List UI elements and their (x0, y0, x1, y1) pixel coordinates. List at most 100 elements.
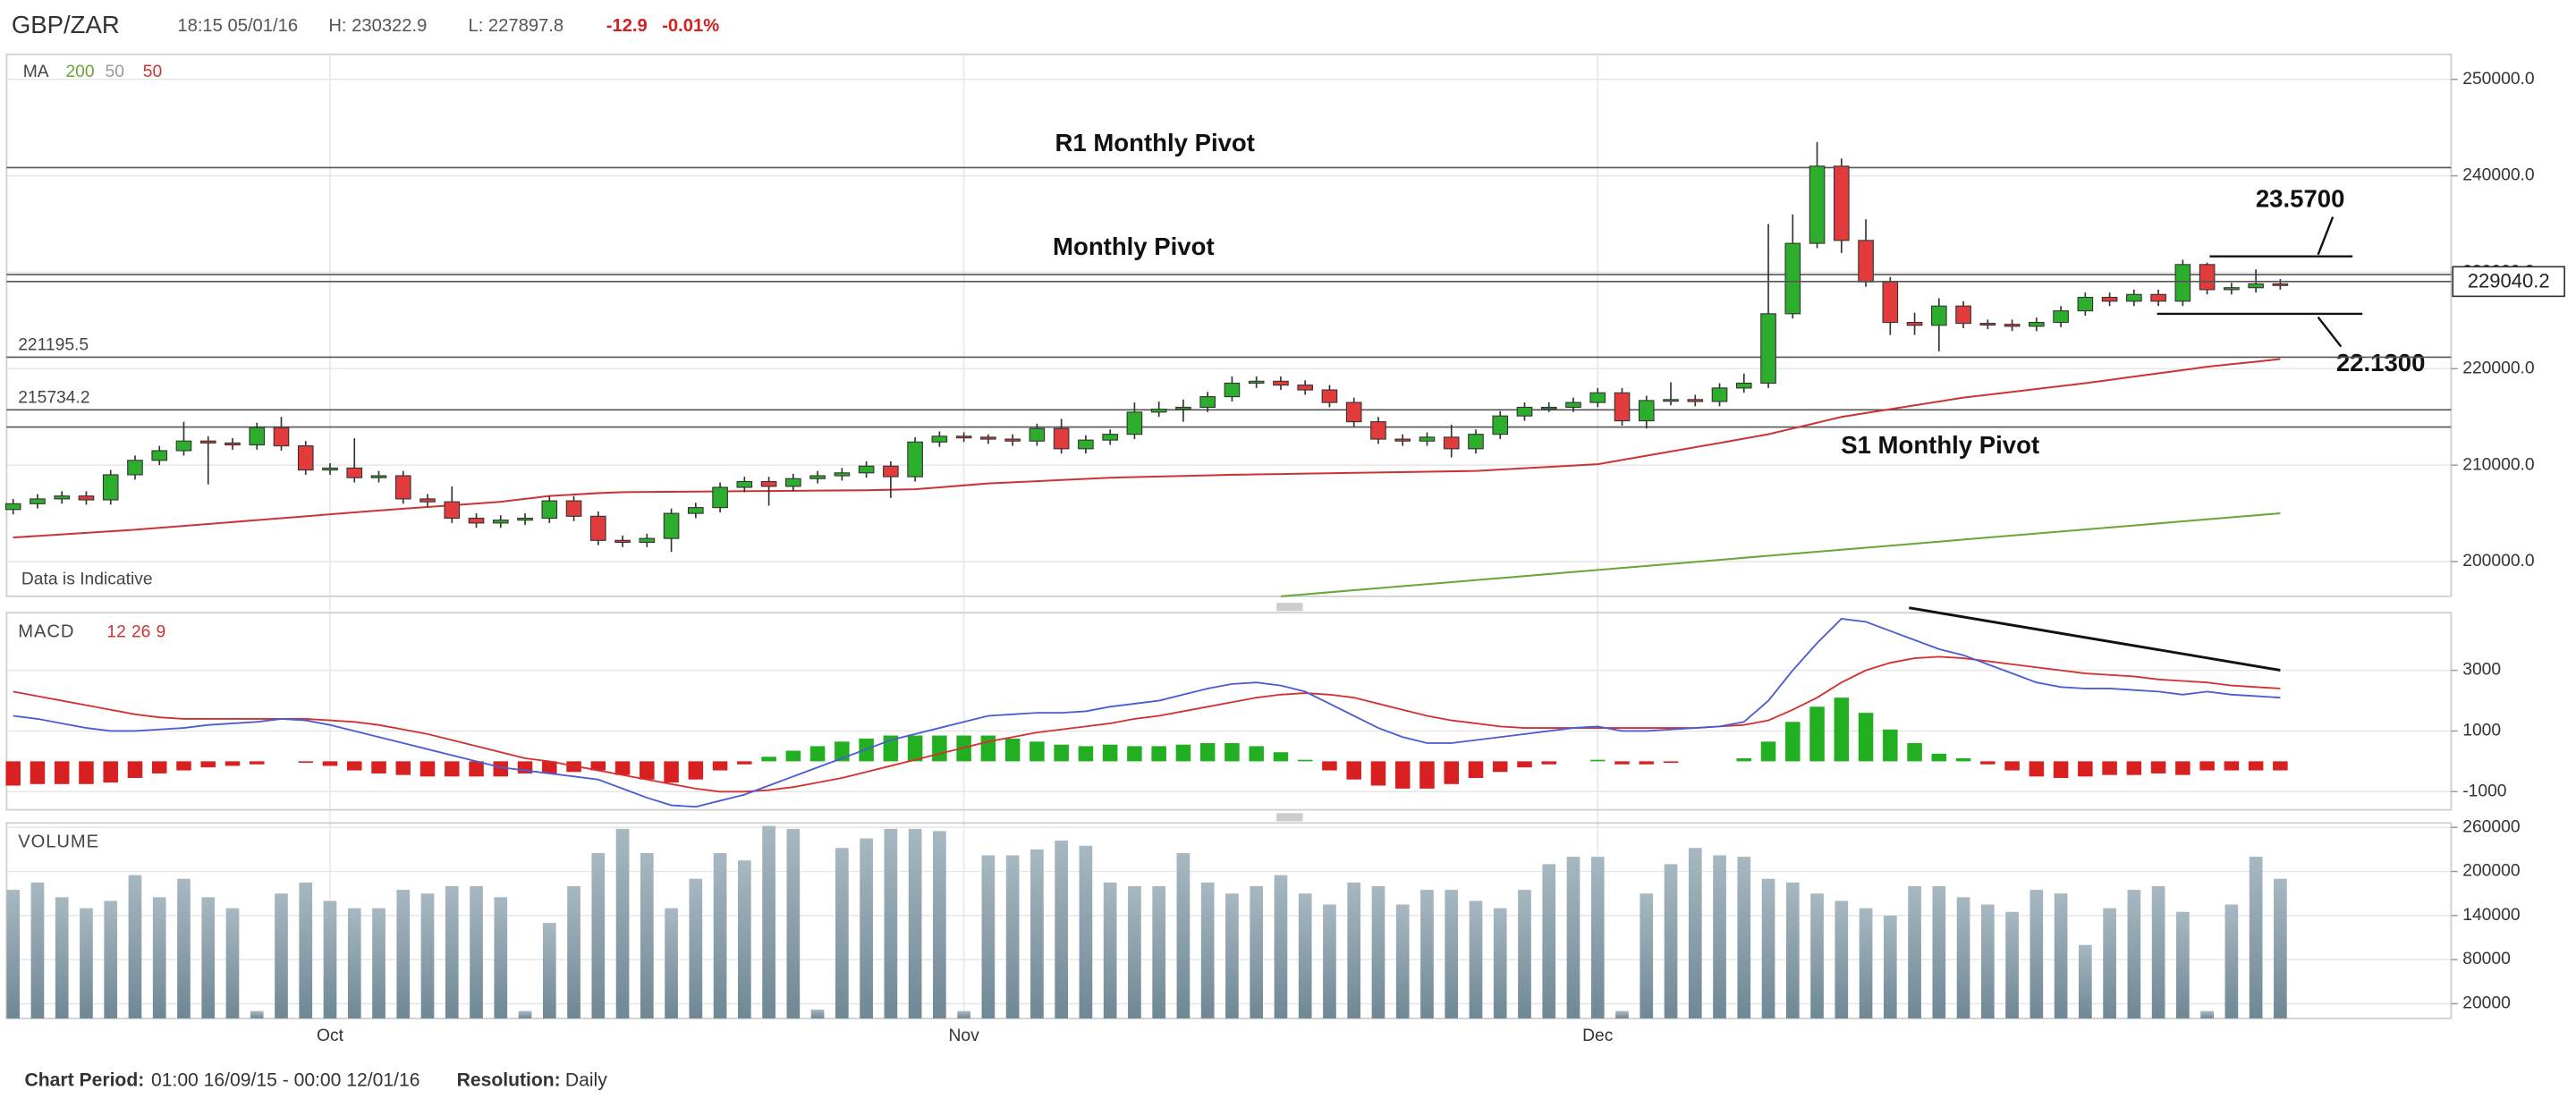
candle-body (785, 478, 801, 487)
x-tick-label: Dec (1582, 1027, 1614, 1045)
candle-body (1614, 392, 1631, 422)
candle-body (663, 512, 680, 539)
histogram-bar (1736, 757, 1752, 762)
volume-bar (80, 908, 93, 1019)
y-tick-label: 3000 (2462, 661, 2501, 680)
volume-bar (275, 893, 288, 1019)
change: -12.9 (606, 16, 648, 36)
volume-bar (2176, 911, 2190, 1019)
volume-bar (1298, 893, 1312, 1019)
resize-grip[interactable] (1276, 603, 1303, 612)
histogram-bar (2199, 761, 2215, 771)
legend-entry: 50 (106, 63, 124, 81)
histogram-bar (1249, 746, 1264, 762)
volume-bar (640, 853, 654, 1019)
histogram-bar (1394, 761, 1411, 789)
volume-bar (1956, 897, 1970, 1019)
time: 18:15 05/01/16 (177, 16, 298, 36)
histogram-bar (1102, 744, 1118, 762)
volume-bar (128, 875, 142, 1019)
histogram-bar (1224, 743, 1240, 762)
candle-body (419, 498, 436, 503)
histogram-bar (2102, 761, 2117, 775)
histogram-bar (30, 761, 46, 784)
candle-body (907, 441, 923, 478)
candle-body (102, 474, 119, 501)
volume-bar (1713, 855, 1726, 1019)
histogram-bar (225, 761, 241, 766)
volume-bar (1395, 904, 1410, 1019)
annotation: 23.5700 (2256, 184, 2345, 212)
histogram-bar (2248, 761, 2264, 771)
volume-bar (1274, 875, 1288, 1019)
candle-body (980, 436, 996, 440)
price-line-label: 215734.2 (18, 389, 89, 408)
candle-body (2174, 264, 2191, 302)
histogram-bar (1785, 722, 1801, 762)
volume-bar (1761, 878, 1775, 1019)
candle-body (639, 537, 656, 544)
volume-bar (957, 1010, 970, 1019)
volume-bar (908, 828, 922, 1019)
moving-average (13, 358, 2281, 539)
histogram-bar (1151, 746, 1166, 762)
volume-bar (1640, 893, 1654, 1019)
macd-title: MACD (18, 622, 74, 642)
last-price-label: 229040.2 (2468, 270, 2550, 292)
volume-bar (299, 882, 313, 1019)
volume-bar (1445, 890, 1459, 1019)
volume-bar (225, 908, 240, 1019)
candle-body (688, 507, 704, 514)
annotation: 22.1300 (2336, 349, 2426, 376)
histogram-bar (2126, 761, 2142, 775)
volume-bar (420, 893, 435, 1019)
volume-bar (1323, 904, 1336, 1019)
candle-body (127, 460, 143, 476)
volume-bar (542, 923, 556, 1019)
histogram-bar (2029, 761, 2045, 777)
volume-bar (1225, 893, 1239, 1019)
histogram-bar (1541, 761, 1557, 765)
candle-body (1443, 436, 1460, 450)
histogram-bar (395, 761, 411, 775)
candle-body (4, 503, 21, 511)
x-tick-label: Oct (317, 1027, 344, 1045)
volume-bar (445, 885, 459, 1019)
candle-body (492, 520, 509, 524)
volume-bar (1030, 849, 1044, 1019)
histogram-bar (688, 761, 704, 780)
histogram-bar (1589, 759, 1606, 762)
y-tick-label: 140000 (2462, 906, 2520, 925)
volume-bar (1200, 882, 1215, 1019)
volume-bar (1420, 890, 1434, 1019)
volume-bar (1566, 857, 1580, 1019)
histogram-bar (1370, 761, 1386, 786)
annotation-line (2317, 216, 2334, 256)
histogram-bar (1517, 761, 1532, 768)
pivot-label: Monthly Pivot (1053, 232, 1215, 260)
candle-body (1565, 402, 1581, 409)
resize-grip[interactable] (1276, 813, 1303, 822)
volume-bar (1785, 882, 1800, 1019)
histogram-bar (151, 761, 167, 774)
candle-body (614, 539, 631, 544)
candle-body (1053, 427, 1070, 450)
volume-bar (1103, 882, 1117, 1019)
volume-bar (1688, 848, 1702, 1019)
histogram-bar (590, 761, 606, 771)
histogram-bar (2224, 761, 2240, 771)
candle-body (1735, 382, 1752, 389)
legend-entry: 50 (143, 63, 162, 81)
histogram-bar (1419, 761, 1435, 789)
histogram-bar (737, 761, 752, 765)
candle-body (1419, 436, 1436, 442)
volume-bar (1371, 885, 1385, 1019)
candle-body (1248, 380, 1265, 385)
volume-bar (665, 908, 678, 1019)
histogram-bar (1883, 729, 1898, 762)
volume-bar (1128, 885, 1141, 1019)
moving-average (1280, 511, 2281, 597)
candle-body (1589, 392, 1606, 403)
volume-bar (615, 828, 630, 1019)
candle-body (1078, 439, 1094, 450)
